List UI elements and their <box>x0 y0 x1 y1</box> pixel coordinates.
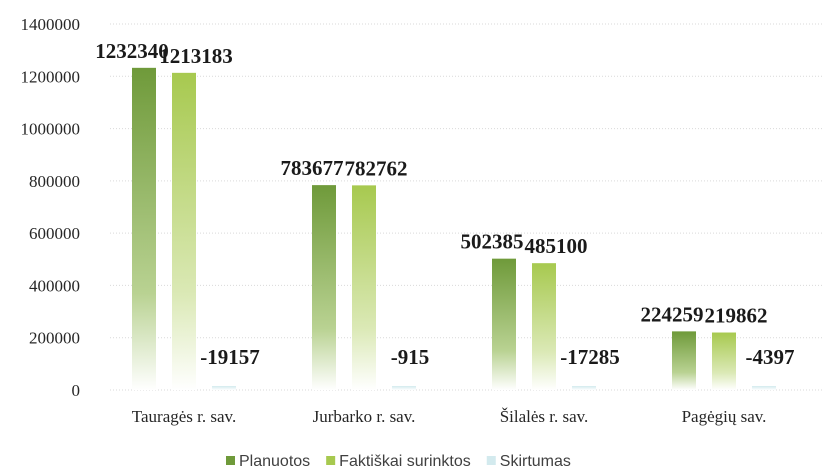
bar-skirtumas-3 <box>752 386 776 390</box>
bar-planuotos-0 <box>132 67 156 390</box>
y-tick-label: 600000 <box>29 224 80 243</box>
bars <box>132 67 776 391</box>
data-label: 782762 <box>345 156 408 180</box>
bar-planuotos-1 <box>312 185 336 390</box>
data-label: 219862 <box>705 304 768 328</box>
data-label: 1213183 <box>159 44 233 68</box>
x-axis-categories: Tauragės r. sav. Jurbarko r. sav. Šilalės … <box>132 407 767 426</box>
legend-label: Faktiškai surinktos <box>339 453 471 470</box>
bar-skirtumas-2 <box>572 386 596 390</box>
bar-skirtumas-0 <box>212 386 236 390</box>
x-category-label: Jurbarko r. sav. <box>313 407 416 426</box>
legend: Planuotos Faktiškai surinktos Skirtumas <box>226 453 571 470</box>
legend-swatch <box>486 456 496 465</box>
legend-swatch <box>226 456 235 465</box>
bar-fakti-kai-surinktos-3 <box>712 332 736 390</box>
y-tick-label: 200000 <box>29 329 80 348</box>
data-label: 783677 <box>281 156 344 180</box>
legend-swatch <box>326 456 336 465</box>
bar-fakti-kai-surinktos-1 <box>352 185 376 390</box>
y-tick-label: 0 <box>72 381 81 400</box>
data-label: -19157 <box>200 345 260 369</box>
bar-planuotos-3 <box>672 331 696 390</box>
y-tick-label: 1400000 <box>21 15 81 34</box>
bar-skirtumas-1 <box>392 386 416 390</box>
bar-planuotos-2 <box>492 258 516 390</box>
y-tick-label: 800000 <box>29 172 80 191</box>
data-label: -4397 <box>746 345 795 369</box>
data-label: -915 <box>391 345 430 369</box>
legend-label: Planuotos <box>239 453 310 470</box>
x-category-label: Tauragės r. sav. <box>132 407 236 426</box>
y-tick-label: 1000000 <box>21 120 81 139</box>
y-axis-ticks: 0 200000 400000 600000 800000 1000000 1200000 1… <box>21 15 81 400</box>
data-label: 502385 <box>461 230 524 254</box>
bar-fakti-kai-surinktos-0 <box>172 72 196 391</box>
data-label: 485100 <box>525 234 588 258</box>
data-label: -17285 <box>560 345 620 369</box>
legend-label: Skirtumas <box>500 453 571 470</box>
data-label: 224259 <box>641 302 704 326</box>
x-category-label: Šilalės r. sav. <box>500 407 589 426</box>
y-tick-label: 1200000 <box>21 67 81 86</box>
y-tick-label: 400000 <box>29 276 80 295</box>
x-category-label: Pagėgių sav. <box>682 407 767 426</box>
data-label: 1232340 <box>95 39 169 63</box>
bar-fakti-kai-surinktos-2 <box>532 263 556 390</box>
